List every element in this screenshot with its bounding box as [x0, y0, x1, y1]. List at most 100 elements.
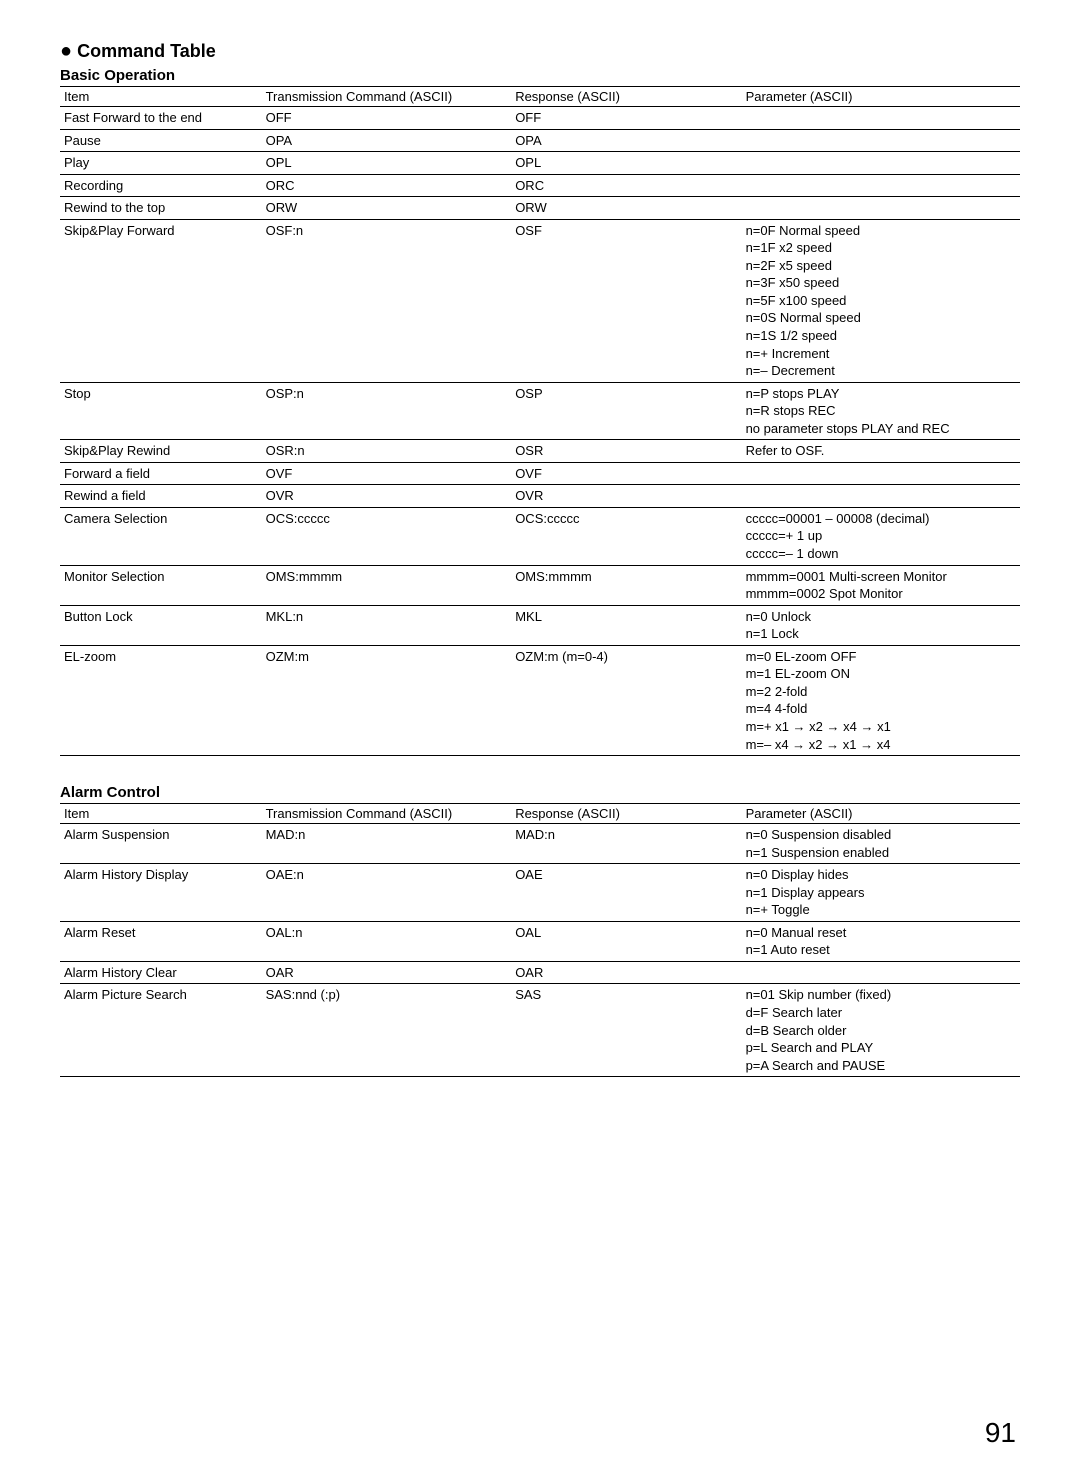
cell-resp: OAR	[511, 961, 741, 984]
cell-item: Alarm History Clear	[60, 961, 262, 984]
cell-param	[742, 152, 1020, 175]
table-row: Fast Forward to the endOFFOFF	[60, 107, 1020, 130]
cell-trans: OCS:ccccc	[262, 507, 512, 565]
table-row: Alarm SuspensionMAD:nMAD:nn=0 Suspension…	[60, 824, 1020, 864]
cell-param: Refer to OSF.	[742, 440, 1020, 463]
cell-resp: OMS:mmmm	[511, 565, 741, 605]
cell-resp: ORC	[511, 174, 741, 197]
header-item: Item	[60, 804, 262, 824]
header-resp: Response (ASCII)	[511, 804, 741, 824]
cell-resp: SAS	[511, 984, 741, 1077]
command-table-heading: ● Command Table	[60, 40, 1020, 63]
cell-resp: OSP	[511, 382, 741, 440]
cell-param	[742, 462, 1020, 485]
table-row: Button LockMKL:nMKLn=0 Unlock n=1 Lock	[60, 605, 1020, 645]
cell-trans: OAE:n	[262, 864, 512, 922]
cell-trans: OFF	[262, 107, 512, 130]
table-row: Camera SelectionOCS:cccccOCS:cccccccccc=…	[60, 507, 1020, 565]
cell-param: n=0 Unlock n=1 Lock	[742, 605, 1020, 645]
table-header-row: Item Transmission Command (ASCII) Respon…	[60, 804, 1020, 824]
cell-trans: OAR	[262, 961, 512, 984]
cell-param: mmmm=0001 Multi-screen Monitor mmmm=0002…	[742, 565, 1020, 605]
table-row: Alarm ResetOAL:nOALn=0 Manual reset n=1 …	[60, 921, 1020, 961]
cell-item: Alarm History Display	[60, 864, 262, 922]
cell-param: m=0 EL-zoom OFF m=1 EL-zoom ON m=2 2-fol…	[742, 645, 1020, 755]
cell-item: Alarm Suspension	[60, 824, 262, 864]
page-number: 91	[60, 1417, 1020, 1449]
basic-table-body: Fast Forward to the endOFFOFFPauseOPAOPA…	[60, 107, 1020, 756]
table-row: Rewind a fieldOVROVR	[60, 485, 1020, 508]
cell-item: Button Lock	[60, 605, 262, 645]
cell-item: Alarm Reset	[60, 921, 262, 961]
table-row: EL-zoomOZM:mOZM:m (m=0-4)m=0 EL-zoom OFF…	[60, 645, 1020, 755]
cell-param: n=0F Normal speed n=1F x2 speed n=2F x5 …	[742, 219, 1020, 382]
cell-resp: OVR	[511, 485, 741, 508]
table-row: PlayOPLOPL	[60, 152, 1020, 175]
bullet-icon: ●	[60, 40, 72, 62]
table-row: Monitor SelectionOMS:mmmmOMS:mmmmmmmm=00…	[60, 565, 1020, 605]
header-item: Item	[60, 87, 262, 107]
cell-item: Camera Selection	[60, 507, 262, 565]
cell-trans: OZM:m	[262, 645, 512, 755]
alarm-control-table: Item Transmission Command (ASCII) Respon…	[60, 803, 1020, 1077]
cell-resp: OPA	[511, 129, 741, 152]
table-row: Alarm Picture SearchSAS:nnd (:p)SASn=01 …	[60, 984, 1020, 1077]
cell-param	[742, 197, 1020, 220]
alarm-control-title: Alarm Control	[60, 784, 1020, 801]
cell-param: n=0 Display hides n=1 Display appears n=…	[742, 864, 1020, 922]
alarm-table-body: Alarm SuspensionMAD:nMAD:nn=0 Suspension…	[60, 824, 1020, 1077]
cell-item: Monitor Selection	[60, 565, 262, 605]
cell-item: Skip&Play Forward	[60, 219, 262, 382]
cell-param: n=01 Skip number (fixed) d=F Search late…	[742, 984, 1020, 1077]
cell-resp: OSR	[511, 440, 741, 463]
table-row: Rewind to the topORWORW	[60, 197, 1020, 220]
cell-resp: OVF	[511, 462, 741, 485]
cell-trans: MAD:n	[262, 824, 512, 864]
basic-operation-title: Basic Operation	[60, 67, 1020, 84]
cell-param	[742, 961, 1020, 984]
cell-item: Stop	[60, 382, 262, 440]
cell-resp: MAD:n	[511, 824, 741, 864]
cell-trans: OSF:n	[262, 219, 512, 382]
cell-item: Fast Forward to the end	[60, 107, 262, 130]
cell-resp: OSF	[511, 219, 741, 382]
cell-param	[742, 174, 1020, 197]
cell-trans: OVF	[262, 462, 512, 485]
table-row: Skip&Play RewindOSR:nOSRRefer to OSF.	[60, 440, 1020, 463]
cell-param: n=0 Manual reset n=1 Auto reset	[742, 921, 1020, 961]
table-row: RecordingORCORC	[60, 174, 1020, 197]
cell-trans: ORW	[262, 197, 512, 220]
cell-item: Forward a field	[60, 462, 262, 485]
table-row: StopOSP:nOSPn=P stops PLAY n=R stops REC…	[60, 382, 1020, 440]
cell-trans: OPL	[262, 152, 512, 175]
cell-param: n=0 Suspension disabled n=1 Suspension e…	[742, 824, 1020, 864]
cell-item: Skip&Play Rewind	[60, 440, 262, 463]
cell-resp: MKL	[511, 605, 741, 645]
cell-param	[742, 129, 1020, 152]
cell-trans: ORC	[262, 174, 512, 197]
cell-resp: OZM:m (m=0-4)	[511, 645, 741, 755]
cell-trans: SAS:nnd (:p)	[262, 984, 512, 1077]
cell-trans: OMS:mmmm	[262, 565, 512, 605]
cell-resp: OPL	[511, 152, 741, 175]
cell-resp: ORW	[511, 197, 741, 220]
table-row: Forward a fieldOVFOVF	[60, 462, 1020, 485]
table-header-row: Item Transmission Command (ASCII) Respon…	[60, 87, 1020, 107]
cell-trans: OPA	[262, 129, 512, 152]
cell-resp: OCS:ccccc	[511, 507, 741, 565]
header-trans: Transmission Command (ASCII)	[262, 87, 512, 107]
cell-item: Alarm Picture Search	[60, 984, 262, 1077]
table-row: Alarm History DisplayOAE:nOAEn=0 Display…	[60, 864, 1020, 922]
cell-trans: MKL:n	[262, 605, 512, 645]
cell-item: Play	[60, 152, 262, 175]
header-param: Parameter (ASCII)	[742, 804, 1020, 824]
cell-trans: OAL:n	[262, 921, 512, 961]
cell-item: Rewind to the top	[60, 197, 262, 220]
cell-item: Rewind a field	[60, 485, 262, 508]
cell-trans: OSR:n	[262, 440, 512, 463]
cell-item: EL-zoom	[60, 645, 262, 755]
cell-resp: OAE	[511, 864, 741, 922]
cell-param	[742, 485, 1020, 508]
cell-item: Pause	[60, 129, 262, 152]
basic-operation-table: Item Transmission Command (ASCII) Respon…	[60, 86, 1020, 756]
